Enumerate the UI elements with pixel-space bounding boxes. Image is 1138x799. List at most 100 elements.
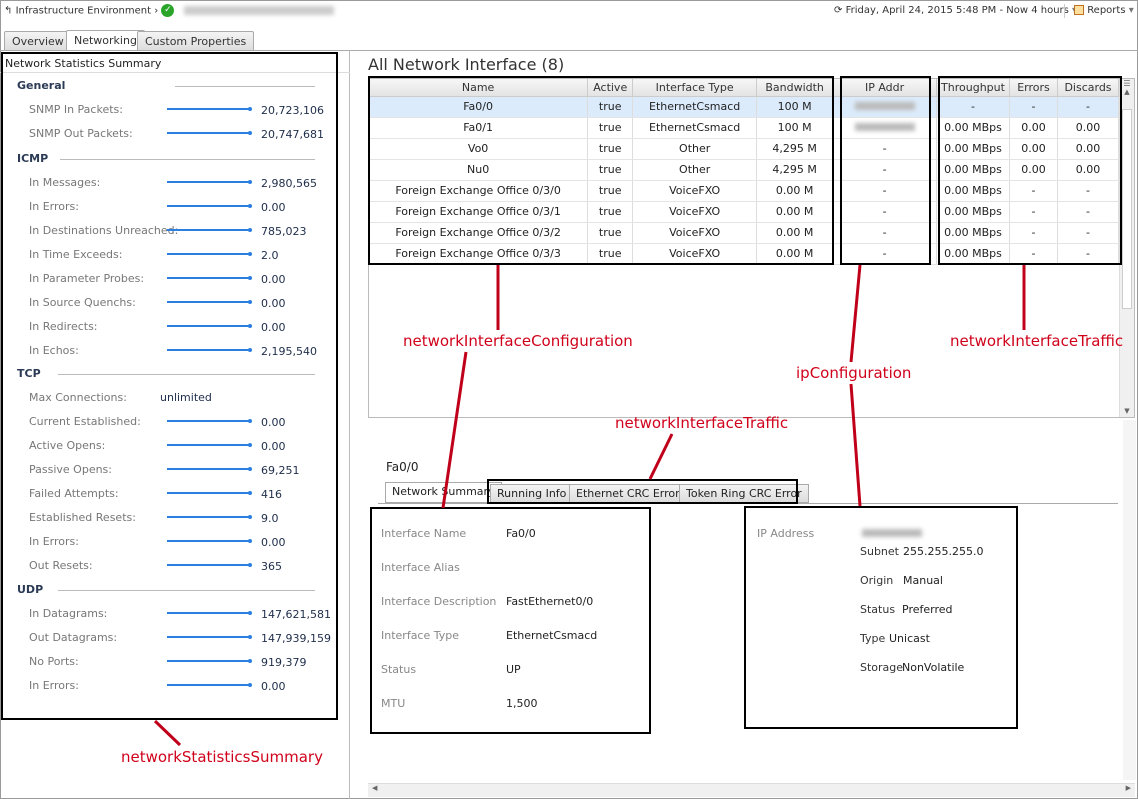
table-cell: 0.00 M [756, 201, 834, 223]
stat-value: 0.00 [261, 416, 286, 429]
table-cell: EthernetCsmacd [632, 96, 758, 118]
stat-bar [167, 658, 252, 663]
table-cell: Other [632, 138, 758, 160]
stat-bar [167, 634, 252, 639]
tab-running-info[interactable]: Running Info [490, 484, 574, 503]
stat-value: 2,980,565 [261, 177, 317, 190]
column-header[interactable]: Interface Type [632, 79, 758, 97]
column-header[interactable]: Errors [1009, 79, 1058, 97]
scroll-down-arrow[interactable]: ▼ [1124, 407, 1130, 415]
table-cell: Foreign Exchange Office 0/3/1 [369, 201, 589, 223]
scroll-right-arrow[interactable]: ▶ [1125, 784, 1131, 792]
stat-bar [167, 538, 252, 543]
annotation-traffic: networkInterfaceTraffic [950, 332, 1124, 350]
page-scrollbar[interactable] [1123, 420, 1136, 780]
scroll-up-arrow[interactable]: ▲ [1124, 88, 1130, 96]
breadcrumb: ↰ Infrastructure Environment › ✓ [4, 4, 334, 17]
detail-label: Interface Name [381, 527, 467, 540]
table-cell: - [832, 138, 938, 160]
stat-label: SNMP Out Packets: [29, 127, 133, 140]
table-cell: - [832, 180, 938, 202]
column-header[interactable]: Discards [1057, 79, 1120, 97]
table-row[interactable]: Nu0 true Other 4,295 M -0.00 MBps 0.00 0.00 [369, 159, 1120, 181]
tab-token-ring-crc-error[interactable]: Token Ring CRC Error [679, 484, 809, 503]
column-header[interactable]: Throughput [936, 79, 1010, 97]
table-row[interactable]: Foreign Exchange Office 0/3/3 true VoiceFX… [369, 243, 1120, 265]
table-row[interactable]: Foreign Exchange Office 0/3/0 true VoiceFX… [369, 180, 1120, 202]
ip-detail-value: 255.255.255.0 [903, 545, 984, 558]
table-cell: Other [632, 159, 758, 181]
stat-label: In Errors: [29, 679, 79, 692]
up-arrow-icon[interactable]: ↰ [4, 5, 13, 17]
stat-bar [167, 466, 252, 471]
table-cell: 0.00 MBps [936, 159, 1010, 181]
table-cell: 0.00 MBps [936, 180, 1010, 202]
tab-ethernet-crc-error[interactable]: Ethernet CRC Error [569, 484, 687, 503]
stat-label: In Destinations Unreached: [29, 224, 179, 237]
report-icon [1074, 5, 1084, 15]
stat-label: SNMP In Packets: [29, 103, 123, 116]
detail-label: Status [381, 663, 417, 676]
column-header[interactable]: Name [369, 79, 589, 97]
stat-bar [167, 275, 252, 280]
tab-overview[interactable]: Overview [4, 31, 72, 51]
stat-bar [167, 442, 252, 447]
table-cell: Nu0 [369, 159, 589, 181]
stat-bar [167, 682, 252, 687]
stat-bar [167, 514, 252, 519]
table-row[interactable]: Fa0/0 true EthernetCsmacd 100 M--- [369, 96, 1120, 118]
ip-detail-label: Origin [860, 574, 894, 587]
breadcrumb-root[interactable]: Infrastructure Environment [15, 5, 152, 17]
tab-network-summary[interactable]: Network Summary [385, 482, 502, 503]
reports-button[interactable]: Reports ▾ [1074, 5, 1134, 16]
ip-address-blurred [862, 529, 922, 537]
table-cell: Vo0 [369, 138, 589, 160]
horizontal-scrollbar[interactable]: ◀ ▶ [368, 783, 1135, 797]
column-header[interactable]: IP Addr [832, 79, 938, 97]
stat-label: Active Opens: [29, 439, 106, 452]
stat-label: In Datagrams: [29, 607, 108, 620]
tab-networking[interactable]: Networking [66, 30, 145, 51]
table-cell: VoiceFXO [632, 243, 758, 265]
stat-label: In Echos: [29, 344, 79, 357]
column-header[interactable]: Active [587, 79, 634, 97]
table-cell: 0.00 [1057, 138, 1120, 160]
table-cell [832, 96, 938, 118]
table-cell: 0.00 [1009, 117, 1058, 139]
scroll-left-arrow[interactable]: ◀ [372, 784, 378, 792]
column-header[interactable]: Bandwidth [756, 79, 834, 97]
table-cell: - [1009, 243, 1058, 265]
table-cell: 0.00 MBps [936, 117, 1010, 139]
detail-value: EthernetCsmacd [506, 629, 598, 642]
table-row[interactable]: Foreign Exchange Office 0/3/1 true VoiceFX… [369, 201, 1120, 223]
tab-custom-properties[interactable]: Custom Properties [137, 31, 255, 51]
table-cell: 0.00 M [756, 180, 834, 202]
table-row[interactable]: Vo0 true Other 4,295 M -0.00 MBps 0.00 0.00 [369, 138, 1120, 160]
stat-label: In Source Quenchs: [29, 296, 136, 309]
ip-blurred [854, 123, 915, 131]
table-cell: true [587, 117, 634, 139]
scrollbar-thumb[interactable] [1122, 109, 1132, 309]
status-ok-icon: ✓ [161, 4, 175, 17]
stat-bar [167, 179, 252, 184]
stat-value: 20,723,106 [261, 104, 324, 117]
section-icmp: ICMP [17, 152, 49, 165]
vertical-scrollbar[interactable]: ☰ ▲ ▼ [1119, 79, 1134, 417]
stat-value: 147,621,581 [261, 608, 331, 621]
table-row[interactable]: Fa0/1 true EthernetCsmacd 100 M 0.00 MBps 0.0… [369, 117, 1120, 139]
stat-label: In Parameter Probes: [29, 272, 145, 285]
table-cell: - [936, 96, 1010, 118]
stat-bar [167, 130, 252, 135]
stat-value: 0.00 [261, 201, 286, 214]
table-cell: - [832, 243, 938, 265]
table-cell: - [1009, 96, 1058, 118]
stat-label: Out Resets: [29, 559, 93, 572]
column-chooser-icon[interactable]: ☰ [1123, 79, 1131, 88]
stat-label: In Errors: [29, 535, 79, 548]
stat-value: 416 [261, 488, 282, 501]
table-cell: true [587, 243, 634, 265]
table-cell: 4,295 M [756, 159, 834, 181]
table-row[interactable]: Foreign Exchange Office 0/3/2 true VoiceFX… [369, 222, 1120, 244]
time-range-selector[interactable]: ⟳ Friday, April 24, 2015 5:48 PM - Now 4… [834, 5, 1077, 16]
table-cell: Foreign Exchange Office 0/3/3 [369, 243, 589, 265]
